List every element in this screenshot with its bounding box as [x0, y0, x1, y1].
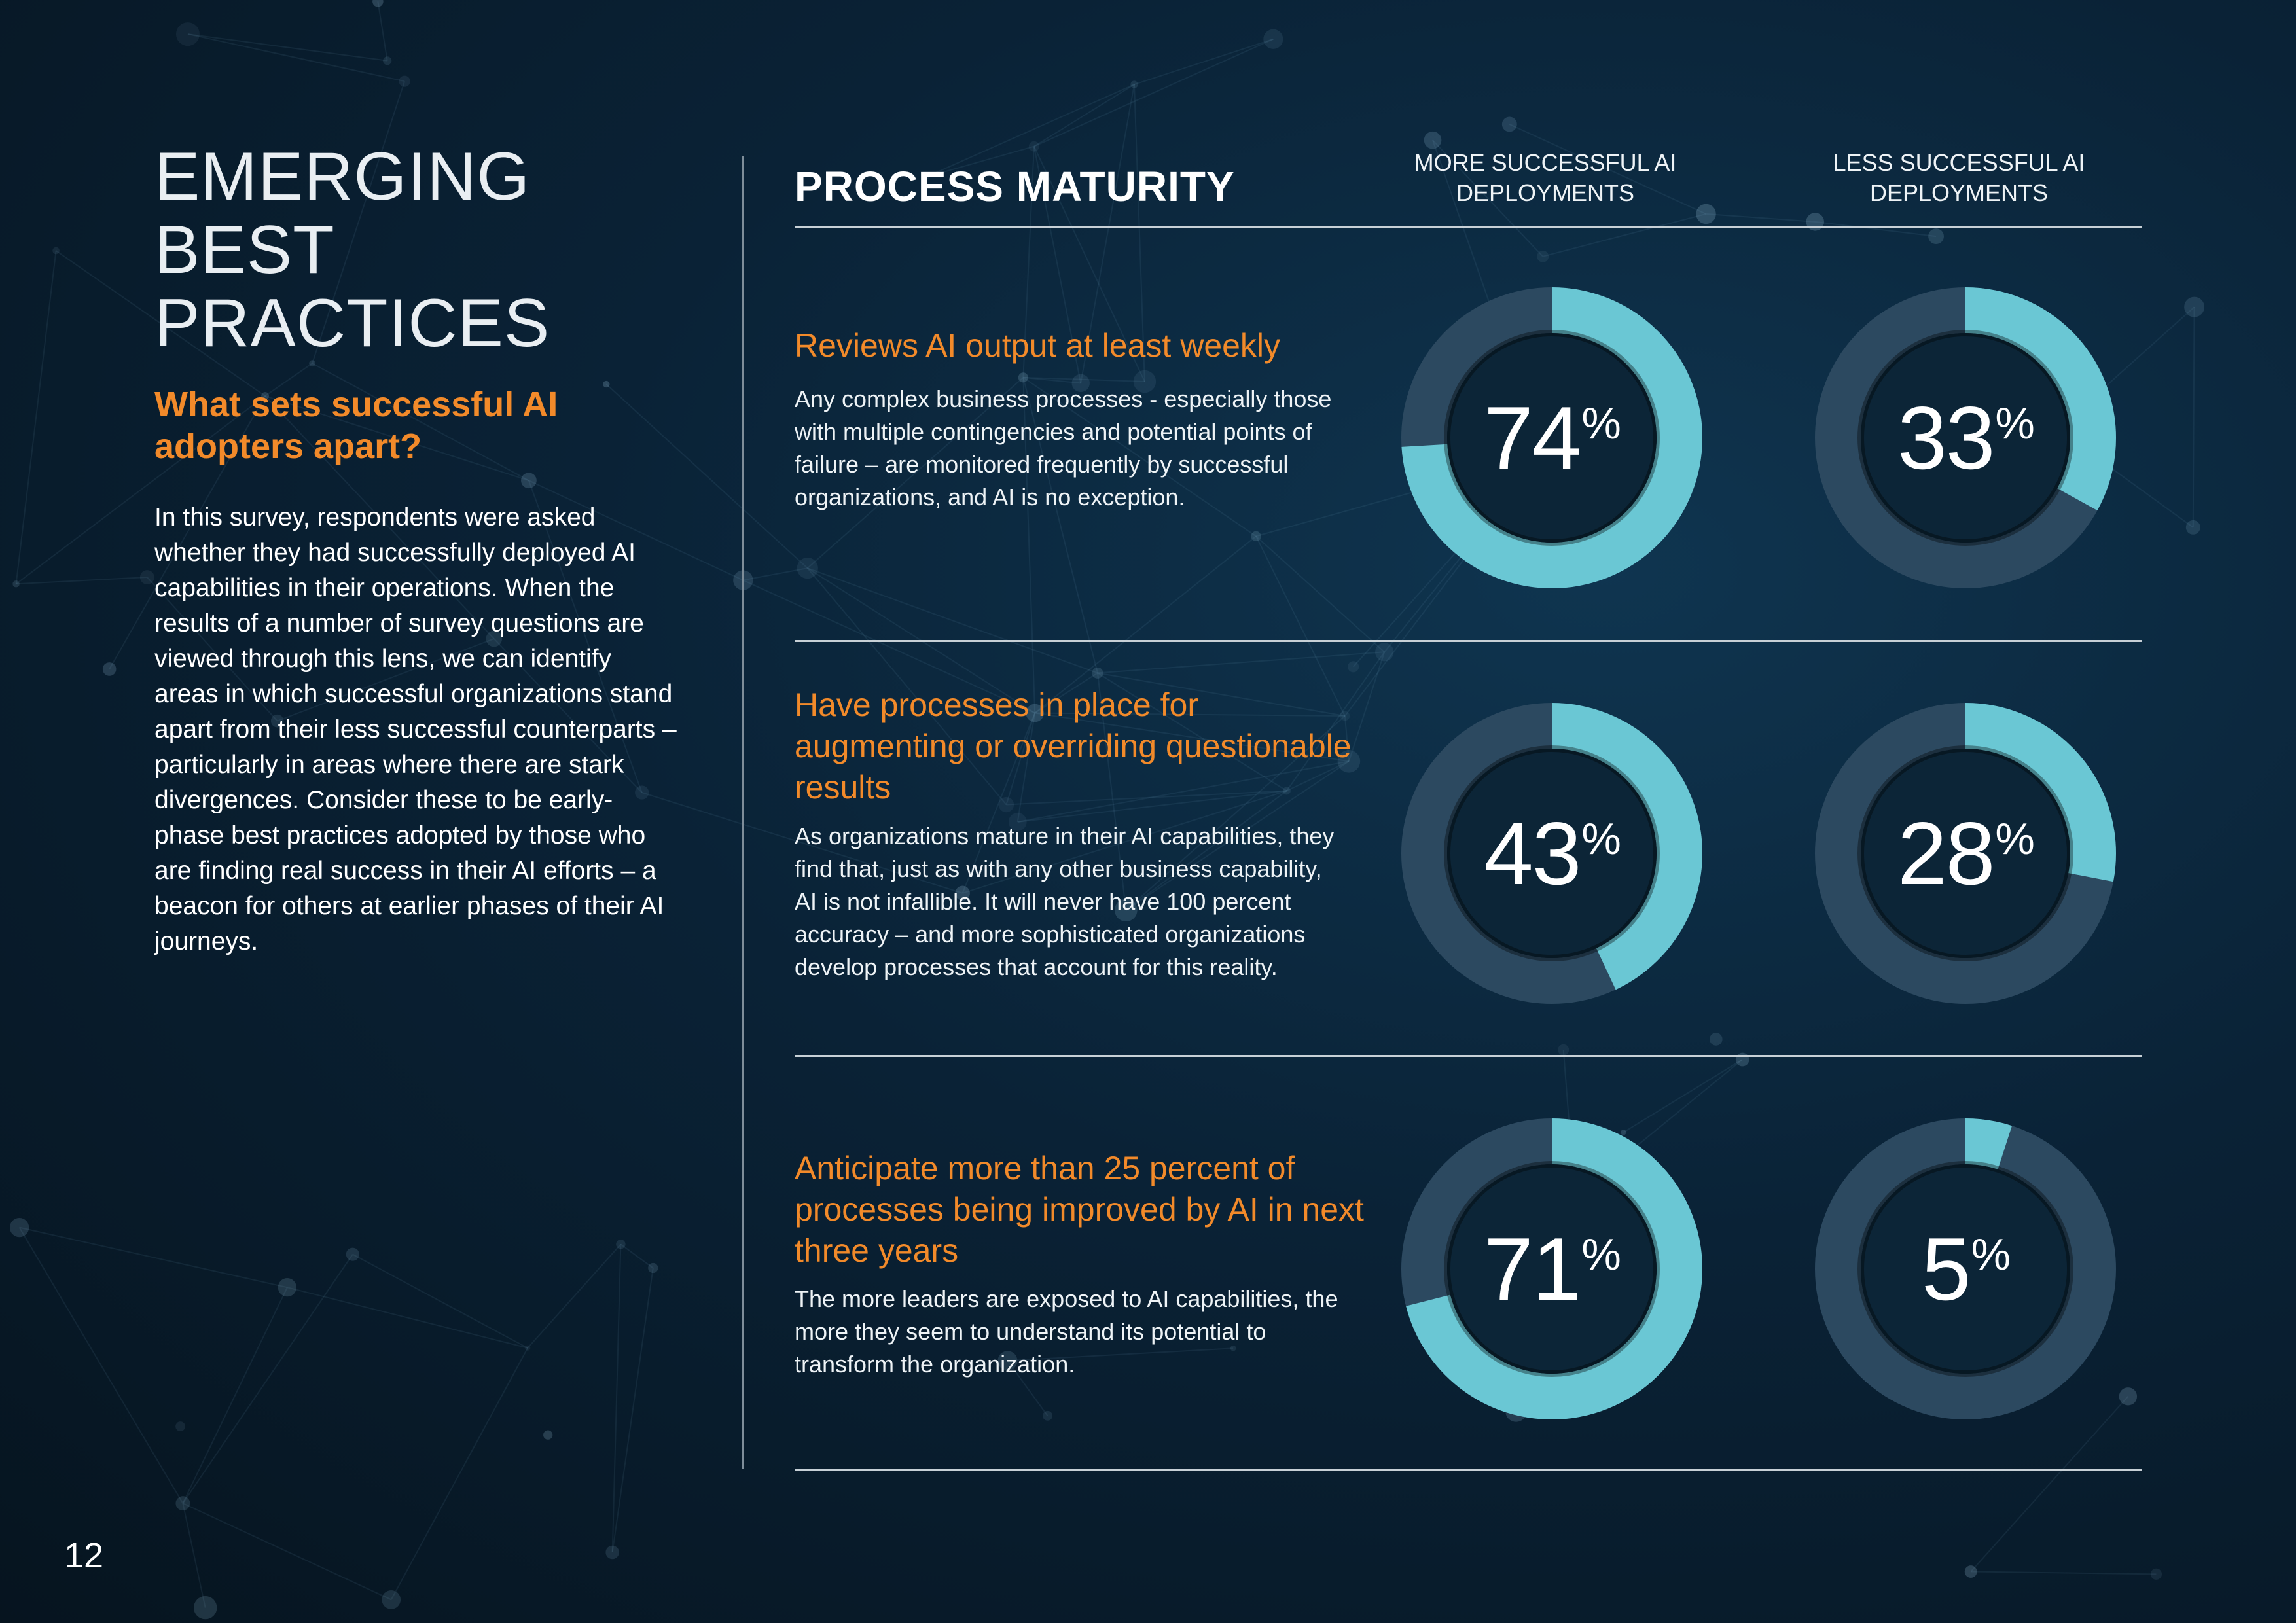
donut-center [1444, 1161, 1660, 1377]
page-number: 12 [64, 1536, 104, 1575]
donut-value: 33 [1897, 388, 1995, 488]
donut-ring [1815, 703, 2116, 1004]
donut-center [1444, 330, 1660, 546]
donut-value-arc [1401, 287, 1702, 588]
section-title: PROCESS MATURITY [795, 163, 1235, 210]
practice-description: The more leaders are exposed to AI capab… [795, 1285, 1338, 1378]
practice-row: Reviews AI output at least weekly Any co… [795, 226, 2142, 640]
donut-value: 28 [1897, 804, 1995, 903]
donut-center [1857, 745, 2073, 961]
donut-value-arc [1815, 287, 2116, 588]
donut-chart-more-successful: 71% [1401, 1118, 1702, 1419]
donut-value: 43 [1484, 804, 1581, 903]
practice-title: Have processes in place for augmenting o… [795, 687, 1352, 806]
header-rule [795, 226, 2142, 228]
donut-chart-less-successful: 5% [1815, 1118, 2116, 1419]
column-header-less-successful: LESS SUCCESSFUL AI DEPLOYMENTS [1833, 149, 2085, 206]
intro-paragraph: In this survey, respondents were asked w… [154, 503, 677, 955]
donut-value-arc [1401, 703, 1702, 1004]
donut-chart-more-successful: 43% [1401, 703, 1702, 1004]
page-heading-line2: PRACTICES [154, 285, 550, 361]
donut-ring [1815, 287, 2116, 588]
donut-value-arc [1815, 1118, 2116, 1419]
page-heading: EMERGING BEST PRACTICES [154, 140, 678, 360]
practice-description: Any complex business processes - especia… [795, 385, 1332, 510]
percent-sign: % [1995, 814, 2034, 864]
row-rule [795, 1055, 2142, 1057]
practice-row: Anticipate more than 25 percent of proce… [795, 1055, 2142, 1469]
donut-chart-less-successful: 28% [1815, 703, 2116, 1004]
page-heading-line1: EMERGING BEST [154, 139, 531, 288]
donut-ring [1401, 1118, 1702, 1419]
practice-title: Reviews AI output at least weekly [795, 327, 1281, 364]
donut-ring [1401, 287, 1702, 588]
donut-ring [1815, 1118, 2116, 1419]
donut-value-arc [1815, 703, 2116, 1004]
percent-sign: % [1995, 399, 2034, 448]
percent-sign: % [1581, 1230, 1621, 1279]
donut-value: 5 [1921, 1219, 1971, 1319]
donut-chart-more-successful: 74% [1401, 287, 1702, 588]
row-rule [795, 1469, 2142, 1471]
column-header-more-successful: MORE SUCCESSFUL AI DEPLOYMENTS [1414, 149, 1677, 206]
donut-center [1857, 330, 2073, 546]
column-divider [742, 156, 744, 1469]
practice-title: Anticipate more than 25 percent of proce… [795, 1150, 1364, 1269]
practice-row: Have processes in place for augmenting o… [795, 640, 2142, 1055]
percent-sign: % [1581, 399, 1621, 448]
practice-description: As organizations mature in their AI capa… [795, 823, 1335, 980]
percent-sign: % [1581, 814, 1621, 864]
percent-sign: % [1971, 1230, 2011, 1279]
donut-chart-less-successful: 33% [1815, 287, 2116, 588]
donut-center [1857, 1161, 2073, 1377]
donut-value: 71 [1484, 1219, 1581, 1319]
row-rule [795, 640, 2142, 642]
page-subheading: What sets successful AI adopters apart? [154, 385, 558, 466]
donut-ring [1401, 703, 1702, 1004]
donut-center [1444, 745, 1660, 961]
donut-value: 74 [1484, 388, 1581, 488]
donut-value-arc [1401, 1118, 1702, 1419]
intro-column: EMERGING BEST PRACTICES What sets succes… [154, 140, 678, 959]
